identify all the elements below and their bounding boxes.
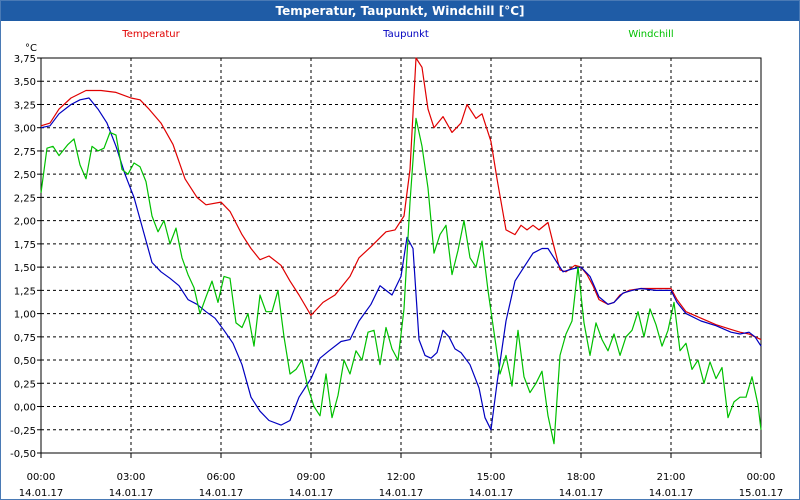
y-tick-label: 1,75	[14, 240, 36, 251]
x-tick-date: 14.01.17	[379, 488, 424, 499]
legend-item-temperatur: Temperatur	[121, 29, 180, 40]
plot-area	[40, 57, 762, 454]
legend-item-taupunkt: Taupunkt	[382, 29, 429, 40]
x-tick-date: 15.01.17	[739, 488, 784, 499]
chart-canvas: °C 3,75 3,50 3,25 3,00 2,75 2,50 2,25 2,00 1,75 1…	[10, 29, 784, 499]
y-tick-label: 1,25	[14, 286, 36, 297]
y-tick-label: 3,50	[14, 77, 36, 88]
y-axis-label: °C	[25, 43, 37, 54]
y-tick-label: 2,00	[14, 217, 36, 228]
legend-item-windchill: Windchill	[628, 29, 673, 40]
x-tick-date: 14.01.17	[649, 488, 694, 499]
y-tick-label: 0,00	[14, 403, 36, 414]
y-tick-label: -0,50	[10, 449, 36, 460]
chart-title: Temperatur, Taupunkt, Windchill [°C]	[1, 1, 799, 21]
x-tick-time: 00:00	[747, 472, 776, 483]
grid	[40, 57, 762, 454]
x-tick-time: 09:00	[297, 472, 326, 483]
x-tick-date: 14.01.17	[289, 488, 334, 499]
y-tick-label: 2,25	[14, 193, 36, 204]
y-tick-label: 2,50	[14, 170, 36, 181]
y-tick-label: 1,00	[14, 310, 36, 321]
series-lines	[40, 57, 762, 445]
y-tick-label: 0,75	[14, 333, 36, 344]
y-tick-label: 1,50	[14, 263, 36, 274]
x-tick-time: 12:00	[387, 472, 416, 483]
legend: Temperatur Taupunkt Windchill	[121, 29, 673, 40]
y-tick-label: -0,25	[10, 426, 36, 437]
x-tick-date: 14.01.17	[199, 488, 244, 499]
y-tick-label: 2,75	[14, 147, 36, 158]
x-tick-time: 00:00	[27, 472, 56, 483]
y-axis-ticks: 3,75 3,50 3,25 3,00 2,75 2,50 2,25 2,00 1,75 1,50…	[10, 54, 41, 460]
x-tick-date: 14.01.17	[19, 488, 64, 499]
series-line-taupunkt	[40, 97, 762, 431]
x-tick-date: 14.01.17	[469, 488, 514, 499]
y-tick-label: 3,00	[14, 124, 36, 135]
x-tick-time: 18:00	[567, 472, 596, 483]
y-tick-label: 3,75	[14, 54, 36, 65]
y-tick-label: 0,50	[14, 356, 36, 367]
x-tick-time: 15:00	[477, 472, 506, 483]
x-axis-ticks: 00:00 14.01.17 03:00 14.01.17 06:00 14.01.17 0…	[19, 453, 784, 499]
x-tick-time: 03:00	[117, 472, 146, 483]
y-tick-label: 0,25	[14, 379, 36, 390]
series-line-windchill	[40, 117, 762, 445]
x-tick-date: 14.01.17	[109, 488, 154, 499]
x-tick-time: 06:00	[207, 472, 236, 483]
y-tick-label: 3,25	[14, 100, 36, 111]
x-tick-date: 14.01.17	[559, 488, 604, 499]
x-tick-time: 21:00	[657, 472, 686, 483]
